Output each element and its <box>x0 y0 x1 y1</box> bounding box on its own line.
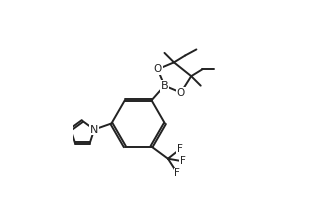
Text: N: N <box>90 125 98 134</box>
Text: B: B <box>161 81 168 91</box>
Text: F: F <box>180 156 185 166</box>
Text: O: O <box>177 88 185 98</box>
Text: F: F <box>177 144 183 154</box>
Text: F: F <box>175 168 180 178</box>
Text: O: O <box>153 64 162 74</box>
Text: N: N <box>90 125 98 134</box>
